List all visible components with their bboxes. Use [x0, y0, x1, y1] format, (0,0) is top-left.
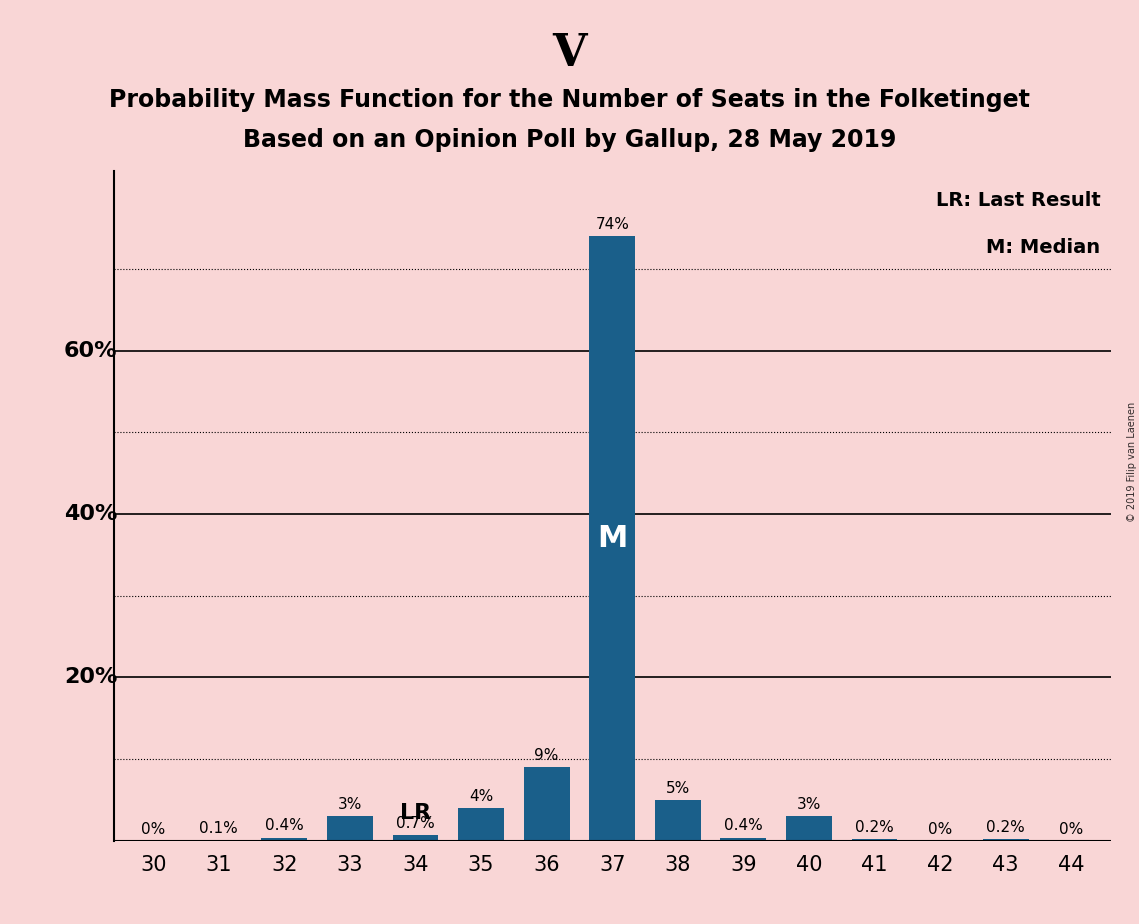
Bar [589, 237, 636, 841]
Text: M: M [597, 524, 628, 553]
Text: LR: Last Result: LR: Last Result [936, 191, 1100, 210]
Bar [655, 800, 700, 841]
Text: 0.7%: 0.7% [396, 816, 435, 831]
Text: 40%: 40% [64, 505, 117, 524]
Text: 5%: 5% [665, 781, 690, 796]
Bar [852, 839, 898, 841]
Text: 0.4%: 0.4% [724, 819, 763, 833]
Text: 0%: 0% [1059, 821, 1083, 837]
Bar [786, 816, 831, 841]
Bar [327, 816, 372, 841]
Text: LR: LR [400, 803, 431, 823]
Text: 3%: 3% [796, 797, 821, 812]
Text: 0%: 0% [928, 821, 952, 837]
Text: Based on an Opinion Poll by Gallup, 28 May 2019: Based on an Opinion Poll by Gallup, 28 M… [243, 128, 896, 152]
Text: M: Median: M: Median [986, 238, 1100, 257]
Text: 0.2%: 0.2% [855, 821, 894, 835]
Text: 20%: 20% [64, 667, 117, 687]
Text: © 2019 Filip van Laenen: © 2019 Filip van Laenen [1126, 402, 1137, 522]
Text: 0.2%: 0.2% [986, 821, 1025, 835]
Text: Probability Mass Function for the Number of Seats in the Folketinget: Probability Mass Function for the Number… [109, 88, 1030, 112]
Bar [458, 808, 505, 841]
Bar [524, 767, 570, 841]
Text: 74%: 74% [596, 217, 629, 232]
Text: 9%: 9% [534, 748, 559, 763]
Bar [393, 835, 439, 841]
Bar [983, 839, 1029, 841]
Text: 0%: 0% [141, 821, 165, 837]
Bar [262, 837, 308, 841]
Text: 0.4%: 0.4% [265, 819, 304, 833]
Bar [720, 837, 767, 841]
Text: 60%: 60% [64, 341, 117, 360]
Text: 3%: 3% [338, 797, 362, 812]
Text: 4%: 4% [469, 789, 493, 804]
Text: 0.1%: 0.1% [199, 821, 238, 836]
Text: V: V [552, 32, 587, 76]
